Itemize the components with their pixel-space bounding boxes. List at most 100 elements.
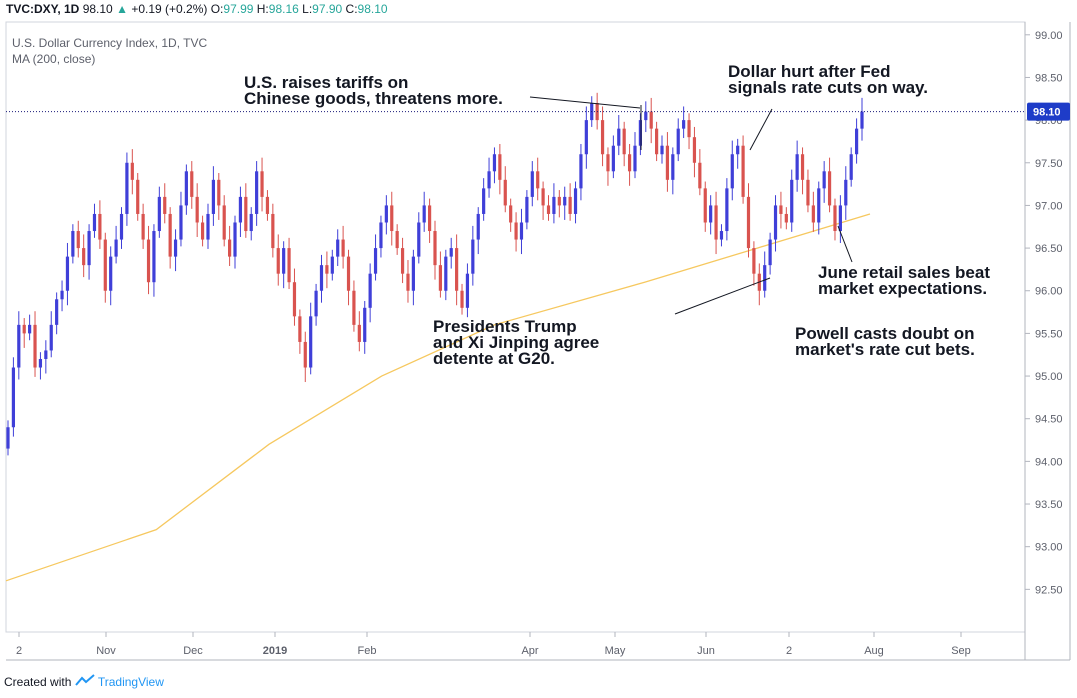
candle-body — [163, 196, 167, 214]
x-tick-label: Aug — [864, 645, 884, 657]
candle-body — [622, 128, 626, 155]
candle-body — [125, 162, 129, 214]
symbol-label: TVC:DXY, 1D — [6, 2, 80, 16]
candle-body — [752, 248, 756, 274]
candle-body — [103, 239, 107, 291]
open-value: 97.99 — [223, 2, 254, 16]
x-tick-label: Apr — [521, 645, 538, 657]
candle-body — [330, 256, 334, 274]
annotation-fed-rate-cuts-pointer — [749, 108, 773, 151]
candle-body — [82, 248, 86, 266]
candle-body — [184, 171, 188, 206]
candle-body — [849, 154, 853, 180]
candle-body — [222, 205, 226, 240]
y-tick-label: 97.50 — [1035, 158, 1063, 170]
annotation-retail-sales-line: market expectations. — [818, 279, 987, 298]
annotation-fed-rate-cuts-line: signals rate cuts on way. — [728, 78, 928, 97]
candle-body — [130, 162, 134, 180]
candle-body — [141, 213, 145, 240]
candle-body — [806, 179, 810, 206]
candle-body — [22, 324, 26, 334]
candle-body — [346, 256, 351, 291]
ma-polyline — [5, 213, 871, 582]
candle-body — [28, 324, 32, 334]
x-tick-label: Nov — [96, 645, 116, 657]
x-tick-label: 2019 — [263, 645, 287, 657]
y-tick-label: 97.00 — [1035, 200, 1063, 212]
candle-body — [487, 171, 491, 189]
candle-body — [255, 171, 259, 214]
candle-body — [168, 213, 172, 257]
annotations: U.S. raises tariffs on Chinese goods, thr… — [244, 62, 990, 368]
annotation-retail-sales-line: June retail sales beat — [818, 263, 990, 282]
candle-body — [152, 231, 156, 283]
created-with-label: Created with — [4, 675, 72, 689]
candle-body — [173, 239, 178, 257]
x-tick-label: Dec — [183, 645, 203, 657]
candle-body — [433, 231, 437, 266]
candle-body — [11, 367, 16, 428]
candle-body — [471, 239, 475, 274]
annotation-tariffs-pointer — [529, 96, 641, 109]
annotation-fed-rate-cuts: Dollar hurt after Fed signals rate cuts o… — [728, 62, 928, 97]
candle-body — [260, 171, 264, 197]
candle-body — [195, 196, 199, 223]
annotation-powell-pointer — [674, 277, 771, 315]
candle-body — [265, 196, 270, 214]
candle-body — [368, 273, 372, 308]
last-price-tag-label: 98.10 — [1033, 107, 1061, 119]
x-tick-label: 2 — [16, 645, 22, 657]
candle-body — [341, 239, 345, 257]
candle-body — [838, 205, 842, 232]
candle-body — [514, 222, 518, 240]
x-tick-label: Sep — [951, 645, 971, 657]
annotation-g20-detente: Presidents Trump and Xi Jinping agree dete… — [433, 317, 599, 368]
candle-body — [503, 179, 507, 206]
low-value: 97.90 — [312, 2, 343, 16]
candle-body — [314, 290, 318, 317]
low-label: L: — [302, 2, 313, 16]
y-tick-label: 98.50 — [1035, 72, 1063, 84]
candle-body — [109, 256, 113, 291]
candle-body — [482, 188, 486, 214]
y-tick-label: 94.50 — [1035, 414, 1063, 426]
candle-body — [492, 154, 497, 172]
candle-body — [211, 179, 215, 214]
tradingview-link[interactable]: TradingView — [97, 675, 164, 689]
candle-body — [763, 265, 767, 291]
annotation-g20-detente-line: and Xi Jinping agree — [433, 333, 599, 352]
candle-body — [444, 256, 448, 291]
candle-body — [303, 341, 307, 368]
candle-body — [465, 273, 470, 308]
candle-body — [617, 128, 621, 146]
candle-body — [741, 145, 745, 197]
candle-body — [379, 222, 383, 249]
annotation-powell: Powell casts doubt on market's rate cut b… — [795, 324, 975, 359]
indicator-label[interactable]: MA (200, close) — [12, 52, 96, 66]
candle-body — [384, 205, 388, 223]
candle-body — [611, 145, 615, 172]
candle-body — [17, 324, 21, 368]
candle-body — [606, 154, 610, 172]
candle-body — [568, 196, 572, 214]
candle-body — [795, 154, 799, 180]
close-value: 98.10 — [357, 2, 388, 16]
candle-body — [655, 128, 659, 155]
candle-body — [190, 171, 194, 197]
candle-body — [87, 231, 91, 266]
candle-body — [546, 205, 551, 214]
candle-body — [709, 205, 713, 223]
candle-body — [352, 290, 356, 325]
candle-body — [319, 265, 324, 291]
candles — [6, 92, 864, 456]
annotation-tariffs-line: U.S. raises tariffs on — [244, 73, 408, 92]
candle-body — [292, 282, 297, 317]
ma-line — [5, 213, 871, 582]
candle-body — [449, 248, 453, 257]
candle-body — [427, 205, 432, 232]
candle-body — [800, 154, 805, 180]
candle-body — [71, 231, 75, 257]
candle-body — [309, 316, 313, 368]
axes: 99.0098.5098.0097.5097.0096.5096.0095.50… — [6, 22, 1071, 661]
